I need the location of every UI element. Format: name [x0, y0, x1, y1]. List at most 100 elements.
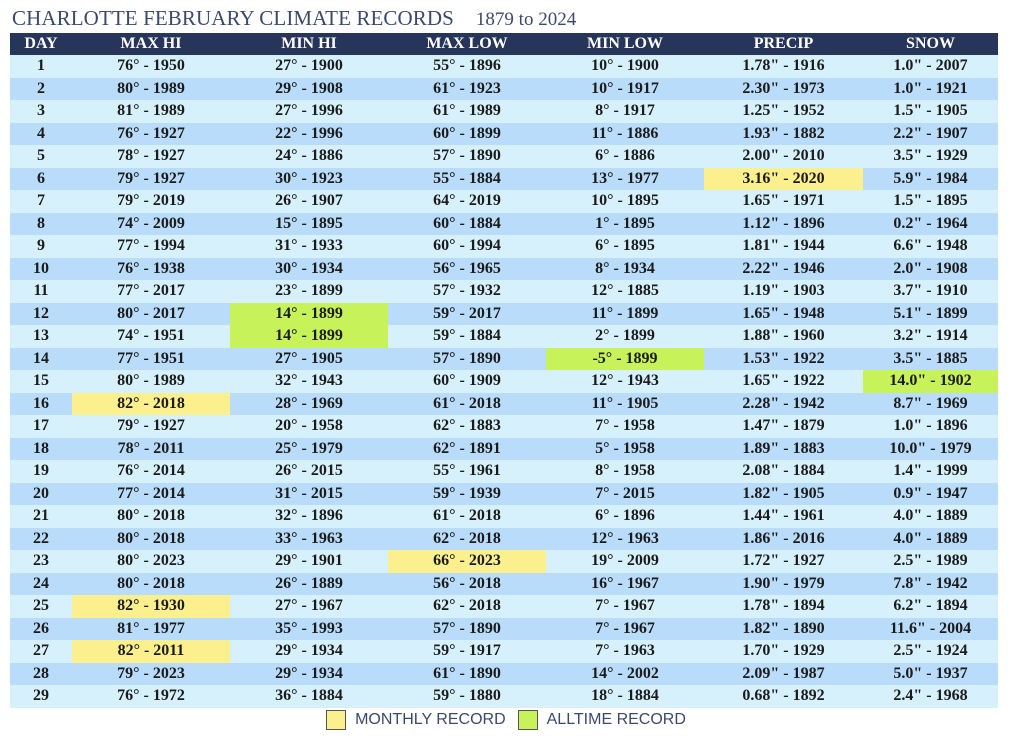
cell-min-low: -5° - 1899	[546, 347, 704, 370]
cell-max-hi: 82° - 2018	[72, 392, 230, 415]
cell-min-low: 12° - 1963	[546, 527, 704, 550]
cell-precip: 1.78" - 1894	[704, 595, 863, 618]
cell-max-low: 61° - 2018	[388, 392, 546, 415]
cell-max-low: 59° - 1880	[388, 685, 546, 708]
cell-min-hi: 25° - 1979	[230, 437, 388, 460]
cell-min-low: 16° - 1967	[546, 572, 704, 595]
table-row: 15 80° - 1989 32° - 1943 60° - 1909 12° - 19…	[10, 370, 998, 393]
cell-min-hi: 26° - 2015	[230, 460, 388, 483]
cell-day: 14	[10, 347, 72, 370]
cell-max-hi: 80° - 2023	[72, 550, 230, 573]
legend-item-alltime: ALLTIME RECORD	[517, 710, 686, 730]
cell-day: 6	[10, 167, 72, 190]
cell-day: 23	[10, 550, 72, 573]
cell-day: 26	[10, 617, 72, 640]
cell-max-low: 59° - 2017	[388, 302, 546, 325]
cell-max-low: 57° - 1890	[388, 347, 546, 370]
cell-max-low: 62° - 1891	[388, 437, 546, 460]
cell-precip: 1.19" - 1903	[704, 280, 863, 303]
cell-min-low: 12° - 1885	[546, 280, 704, 303]
cell-min-low: 7° - 1958	[546, 415, 704, 438]
cell-day: 18	[10, 437, 72, 460]
table-row: 26 81° - 1977 35° - 1993 57° - 1890 7° - 196…	[10, 617, 998, 640]
cell-max-hi: 79° - 2019	[72, 190, 230, 213]
cell-day: 15	[10, 370, 72, 393]
cell-day: 1	[10, 55, 72, 78]
title-bar: CHARLOTTE FEBRUARY CLIMATE RECORDS 1879 …	[12, 6, 576, 32]
cell-day: 28	[10, 662, 72, 685]
cell-max-low: 61° - 1989	[388, 100, 546, 123]
cell-day: 21	[10, 505, 72, 528]
cell-precip: 2.08" - 1884	[704, 460, 863, 483]
table-row: 20 77° - 2014 31° - 2015 59° - 1939 7° - 201…	[10, 482, 998, 505]
cell-snow: 3.7" - 1910	[863, 280, 998, 303]
cell-precip: 1.53" - 1922	[704, 347, 863, 370]
legend-label-alltime: ALLTIME RECORD	[546, 711, 686, 728]
table-row: 27 82° - 2011 29° - 1934 59° - 1917 7° - 196…	[10, 640, 998, 663]
column-header-day: DAY	[10, 33, 72, 55]
table-row: 24 80° - 2018 26° - 1889 56° - 2018 16° - 19…	[10, 572, 998, 595]
cell-precip: 0.68" - 1892	[704, 685, 863, 708]
cell-min-low: 19° - 2009	[546, 550, 704, 573]
table-row: 28 79° - 2023 29° - 1934 61° - 1890 14° - 20…	[10, 662, 998, 685]
monthly-record-swatch	[326, 710, 347, 730]
table-row: 11 77° - 2017 23° - 1899 57° - 1932 12° - 18…	[10, 280, 998, 303]
cell-day: 10	[10, 257, 72, 280]
cell-min-low: 18° - 1884	[546, 685, 704, 708]
cell-precip: 1.88" - 1960	[704, 325, 863, 348]
cell-max-hi: 80° - 2018	[72, 505, 230, 528]
cell-min-low: 8° - 1958	[546, 460, 704, 483]
cell-max-low: 60° - 1884	[388, 212, 546, 235]
table-row: 6 79° - 1927 30° - 1923 55° - 1884 13° - 197…	[10, 167, 998, 190]
column-header-max-low: MAX LOW	[388, 33, 546, 55]
cell-snow: 6.2" - 1894	[863, 595, 998, 618]
alltime-record-swatch	[517, 710, 538, 730]
cell-min-low: 7° - 1963	[546, 640, 704, 663]
table-row: 25 82° - 1930 27° - 1967 62° - 2018 7° - 196…	[10, 595, 998, 618]
cell-min-hi: 32° - 1943	[230, 370, 388, 393]
page-title: CHARLOTTE FEBRUARY CLIMATE RECORDS	[12, 6, 454, 30]
cell-day: 8	[10, 212, 72, 235]
cell-snow: 5.0" - 1937	[863, 662, 998, 685]
cell-precip: 2.30" - 1973	[704, 77, 863, 100]
cell-min-low: 5° - 1958	[546, 437, 704, 460]
table-row: 9 77° - 1994 31° - 1933 60° - 1994 6° - 1895…	[10, 235, 998, 258]
cell-precip: 2.09" - 1987	[704, 662, 863, 685]
cell-precip: 1.82" - 1890	[704, 617, 863, 640]
table-row: 18 78° - 2011 25° - 1979 62° - 1891 5° - 195…	[10, 437, 998, 460]
cell-min-hi: 26° - 1889	[230, 572, 388, 595]
cell-min-hi: 32° - 1896	[230, 505, 388, 528]
cell-min-low: 7° - 1967	[546, 595, 704, 618]
cell-precip: 1.47" - 1879	[704, 415, 863, 438]
cell-day: 27	[10, 640, 72, 663]
table-row: 1 76° - 1950 27° - 1900 55° - 1896 10° - 190…	[10, 55, 998, 78]
table-row: 2 80° - 1989 29° - 1908 61° - 1923 10° - 191…	[10, 77, 998, 100]
cell-snow: 8.7" - 1969	[863, 392, 998, 415]
cell-min-low: 8° - 1934	[546, 257, 704, 280]
cell-max-hi: 74° - 1951	[72, 325, 230, 348]
cell-day: 2	[10, 77, 72, 100]
cell-day: 19	[10, 460, 72, 483]
cell-min-hi: 30° - 1923	[230, 167, 388, 190]
column-header-max-hi: MAX HI	[72, 33, 230, 55]
table-row: 16 82° - 2018 28° - 1969 61° - 2018 11° - 19…	[10, 392, 998, 415]
cell-max-low: 61° - 1890	[388, 662, 546, 685]
table-row: 7 79° - 2019 26° - 1907 64° - 2019 10° - 189…	[10, 190, 998, 213]
table-row: 8 74° - 2009 15° - 1895 60° - 1884 1° - 1895…	[10, 212, 998, 235]
column-header-snow: SNOW	[863, 33, 998, 55]
cell-precip: 1.70" - 1929	[704, 640, 863, 663]
cell-max-low: 57° - 1890	[388, 145, 546, 168]
cell-day: 22	[10, 527, 72, 550]
cell-min-hi: 30° - 1934	[230, 257, 388, 280]
cell-min-hi: 31° - 2015	[230, 482, 388, 505]
column-header-min-hi: MIN HI	[230, 33, 388, 55]
cell-min-low: 6° - 1886	[546, 145, 704, 168]
records-body: 1 76° - 1950 27° - 1900 55° - 1896 10° - 190…	[10, 55, 998, 708]
cell-day: 13	[10, 325, 72, 348]
cell-max-low: 57° - 1890	[388, 617, 546, 640]
cell-max-low: 59° - 1917	[388, 640, 546, 663]
cell-day: 5	[10, 145, 72, 168]
cell-min-hi: 26° - 1907	[230, 190, 388, 213]
cell-min-hi: 27° - 1900	[230, 55, 388, 78]
cell-max-low: 62° - 2018	[388, 527, 546, 550]
